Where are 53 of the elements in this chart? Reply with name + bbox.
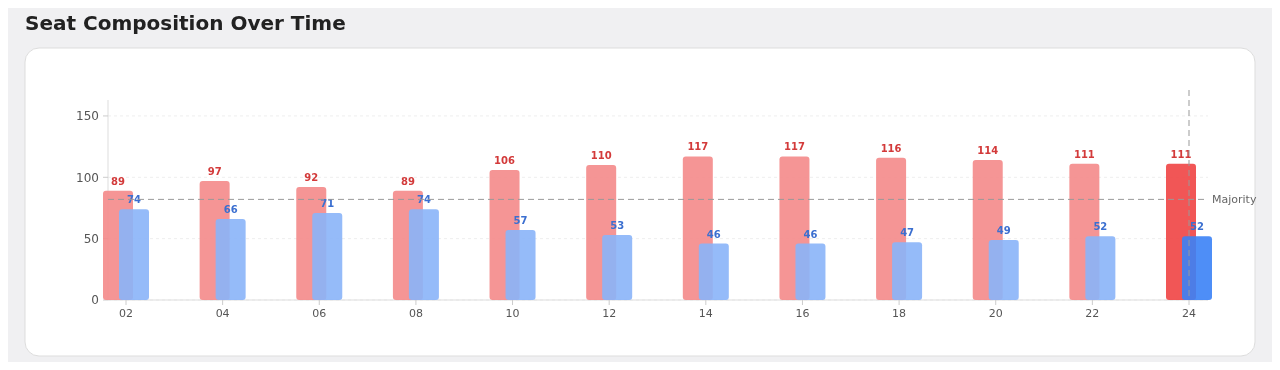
data-label: 116 bbox=[880, 142, 902, 154]
data-label: 74 bbox=[416, 194, 431, 206]
x-tick-label: 16 bbox=[795, 307, 810, 320]
data-label: 47 bbox=[900, 227, 915, 239]
bar bbox=[119, 209, 149, 300]
x-tick-label: 18 bbox=[892, 307, 907, 320]
data-label: 92 bbox=[304, 172, 319, 184]
data-label: 46 bbox=[803, 228, 818, 240]
bar bbox=[505, 230, 536, 300]
data-label: 66 bbox=[223, 204, 238, 216]
data-label: 74 bbox=[127, 194, 141, 206]
x-tick-label: 24 bbox=[1182, 307, 1196, 320]
bar bbox=[795, 243, 826, 300]
x-tick-label: 12 bbox=[602, 307, 617, 320]
x-tick-label: 22 bbox=[1085, 307, 1100, 320]
bar bbox=[408, 209, 439, 300]
bar bbox=[312, 212, 343, 300]
x-tick-label: 08 bbox=[408, 307, 423, 320]
ref-line-label: Majority bbox=[1212, 193, 1257, 207]
data-label: 89 bbox=[111, 175, 125, 187]
y-tick-label: 0 bbox=[91, 293, 99, 308]
data-label: 57 bbox=[513, 215, 528, 227]
data-label: 46 bbox=[706, 228, 721, 240]
data-label: 49 bbox=[996, 224, 1011, 236]
bar bbox=[1085, 236, 1116, 300]
data-label: 97 bbox=[207, 165, 222, 177]
data-label: 114 bbox=[977, 145, 999, 157]
x-tick-label: 02 bbox=[119, 307, 133, 320]
data-label: 110 bbox=[590, 150, 612, 162]
x-tick-label: 10 bbox=[505, 307, 520, 320]
bar bbox=[215, 219, 246, 300]
y-tick-label: 50 bbox=[83, 231, 99, 246]
bar bbox=[602, 234, 633, 300]
y-tick-label: 150 bbox=[76, 109, 99, 124]
x-tick-label: 20 bbox=[988, 307, 1003, 320]
x-tick-label: 14 bbox=[698, 307, 713, 320]
data-label: 117 bbox=[687, 141, 709, 153]
data-label: 111 bbox=[1170, 148, 1192, 160]
data-label: 52 bbox=[1093, 221, 1108, 233]
x-tick-label: 06 bbox=[312, 307, 327, 320]
bar bbox=[1182, 236, 1212, 300]
data-label: 111 bbox=[1073, 148, 1095, 160]
y-tick-label: 100 bbox=[76, 170, 99, 185]
data-label: 89 bbox=[400, 175, 415, 187]
chart-title: Seat Composition Over Time bbox=[25, 11, 346, 35]
data-label: 71 bbox=[320, 197, 335, 209]
data-label: 106 bbox=[494, 154, 516, 166]
data-label: 53 bbox=[610, 219, 625, 231]
bar bbox=[892, 242, 923, 300]
bar bbox=[698, 243, 729, 300]
x-tick-label: 04 bbox=[215, 307, 230, 320]
bar bbox=[988, 239, 1019, 300]
data-label: 117 bbox=[784, 141, 805, 153]
